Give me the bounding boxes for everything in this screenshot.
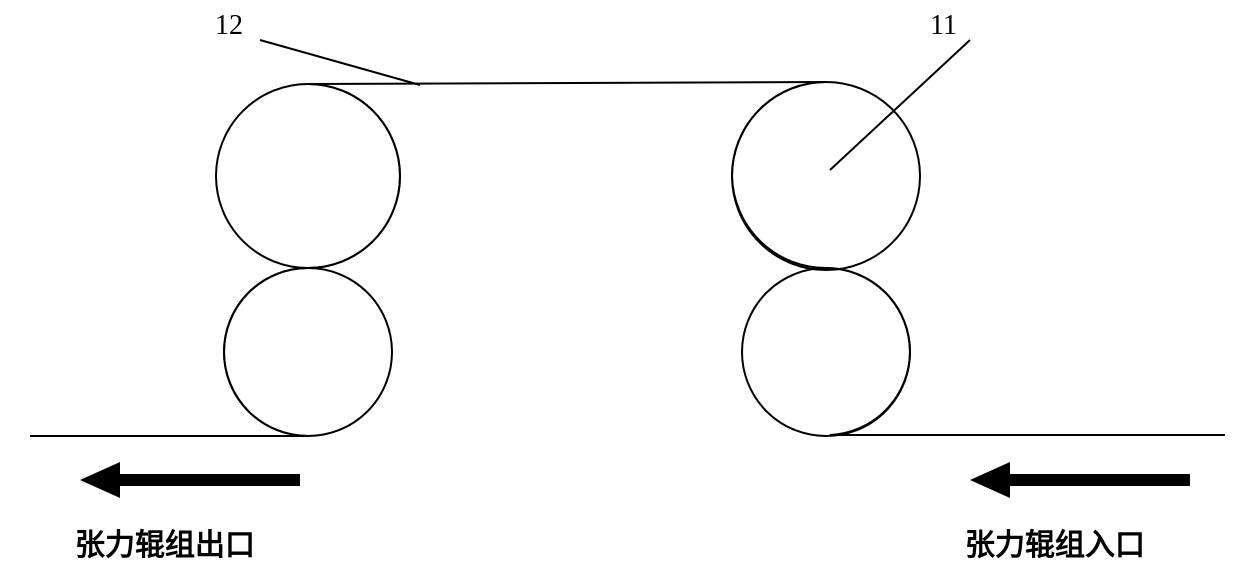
callout-line-11 (830, 40, 970, 170)
diagram-svg (0, 0, 1240, 574)
entry-label: 张力辊组入口 (965, 520, 1145, 564)
roller-left-bottom (224, 268, 392, 436)
callout-12-text: 12 (215, 10, 243, 41)
exit-label: 张力辊组出口 (75, 520, 255, 564)
web-wrap-right-top (732, 82, 826, 268)
roller-right-bottom (742, 268, 910, 436)
callout-number-11: 11 (930, 10, 957, 42)
exit-label-text: 张力辊组出口 (75, 529, 255, 562)
callout-line-12 (260, 40, 420, 85)
entry-label-text: 张力辊组入口 (965, 529, 1145, 562)
web-wrap-right-bottom (826, 268, 910, 435)
arrow-right (970, 462, 1190, 498)
web-top-span (308, 82, 826, 84)
diagram-container: 12 11 张力辊组出口 张力辊组入口 (0, 0, 1240, 574)
arrow-left (80, 462, 300, 498)
callout-number-12: 12 (215, 10, 243, 42)
roller-right-top (732, 82, 920, 270)
web-wrap-left-top (308, 84, 400, 268)
callout-11-text: 11 (930, 10, 957, 41)
web-wrap-left-bottom (224, 268, 308, 436)
roller-left-top (216, 84, 400, 268)
